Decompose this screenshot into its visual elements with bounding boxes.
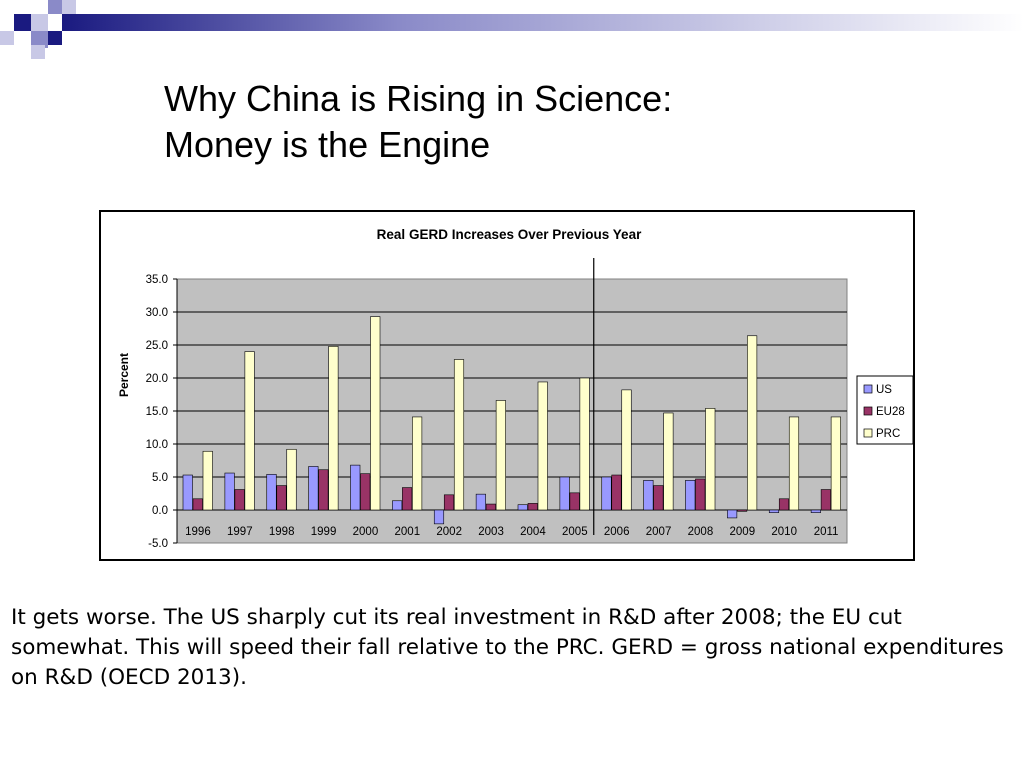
bar-prc-1996: [202, 450, 213, 511]
decoration-square: [62, 0, 76, 14]
bar-prc-2004: [537, 381, 548, 511]
legend-label-us: US: [876, 384, 892, 396]
bar-us-2007: [643, 479, 654, 511]
x-tick-label: 1999: [311, 526, 337, 538]
bar-us-2009: [727, 509, 738, 519]
chart-container: Real GERD Increases Over Previous Year 35…: [99, 210, 915, 561]
bar-us-2010: [768, 509, 780, 513]
x-tick-label: 2011: [814, 526, 839, 538]
bar-prc-2005: [579, 377, 590, 511]
bar-prc-2009: [747, 335, 758, 511]
y-tick-label: 0.0: [152, 505, 168, 517]
bar-eu28-1998: [276, 485, 287, 511]
legend-label-eu28: EU28: [876, 406, 905, 418]
x-tick-label: 2008: [688, 526, 714, 538]
decoration-square: [31, 31, 48, 48]
y-tick-label: -5.0: [148, 538, 168, 550]
bar-us-1996: [182, 474, 193, 511]
bar-eu28-2008: [695, 478, 706, 511]
bar-eu28-2002: [443, 494, 455, 511]
bar-prc-1999: [328, 346, 339, 511]
bar-prc-1997: [244, 351, 255, 511]
y-tick-label: 5.0: [152, 472, 168, 484]
bar-us-2002: [433, 509, 445, 525]
x-tick-label: 2004: [520, 526, 546, 538]
bar-eu28-2003: [485, 503, 496, 511]
x-tick-label: 1997: [227, 526, 253, 538]
bar-us-2006: [601, 476, 612, 511]
y-axis-label: Percent: [117, 353, 131, 397]
y-tick-label: 15.0: [146, 406, 168, 418]
slide-title-line-1: Why China is Rising in Science:: [164, 78, 673, 119]
x-tick-label: 2003: [478, 526, 504, 538]
legend-swatch-eu28: [863, 406, 873, 416]
bar-eu28-2011: [820, 489, 831, 511]
decoration-square: [48, 31, 62, 45]
bar-eu28-2009: [737, 509, 748, 512]
decoration-square: [14, 31, 31, 48]
y-tick-label: 20.0: [146, 373, 168, 385]
bar-us-2003: [475, 493, 486, 511]
decoration-square: [31, 14, 48, 31]
bar-eu28-1996: [192, 498, 203, 511]
x-tick-label: 1996: [185, 526, 211, 538]
bar-prc-2000: [370, 316, 381, 511]
bar-eu28-2010: [778, 498, 790, 511]
x-tick-label: 2001: [395, 526, 421, 538]
bar-prc-2003: [495, 400, 506, 511]
gerd-bar-chart: Real GERD Increases Over Previous Year 35…: [117, 227, 913, 550]
y-tick-label: 25.0: [146, 340, 168, 352]
bar-us-2011: [810, 509, 821, 513]
bar-prc-2007: [663, 412, 674, 511]
bar-prc-2006: [621, 389, 632, 511]
slide-title: Why China is Rising in Science: Money is…: [164, 76, 864, 168]
y-tick-label: 30.0: [146, 307, 168, 319]
bar-eu28-2005: [569, 492, 580, 511]
x-tick-label: 2010: [771, 526, 797, 538]
slide-title-line-2: Money is the Engine: [164, 124, 491, 165]
y-tick-label: 10.0: [146, 439, 168, 451]
chart-title: Real GERD Increases Over Previous Year: [377, 227, 642, 242]
x-tick-label: 2007: [646, 526, 672, 538]
bar-prc-2008: [705, 408, 716, 511]
bar-eu28-2001: [402, 487, 413, 511]
x-tick-label: 2005: [562, 526, 588, 538]
bar-us-2004: [517, 504, 528, 511]
decoration-square: [14, 14, 31, 31]
bar-us-2001: [392, 500, 403, 511]
decoration-square: [48, 0, 62, 14]
bar-prc-2002: [453, 359, 465, 511]
bar-prc-1998: [286, 448, 297, 511]
bar-eu28-2000: [360, 473, 371, 511]
x-tick-label: 2000: [353, 526, 379, 538]
legend-swatch-prc: [863, 428, 873, 438]
bar-eu28-2004: [527, 503, 538, 511]
x-tick-label: 2002: [436, 526, 462, 538]
bar-prc-2011: [830, 416, 841, 511]
x-tick-label: 2009: [730, 526, 756, 538]
x-tick-label: 2006: [604, 526, 630, 538]
legend-swatch-us: [863, 384, 873, 394]
decoration-square: [31, 45, 45, 59]
bar-us-1998: [266, 474, 277, 511]
bar-prc-2010: [788, 416, 800, 511]
bar-eu28-2007: [653, 485, 664, 511]
bar-us-2008: [685, 479, 696, 511]
bar-us-1997: [224, 472, 235, 511]
bar-eu28-1997: [234, 489, 245, 511]
bar-us-2005: [559, 476, 570, 511]
header-gradient-bar: [62, 14, 1024, 31]
slide-decoration: [0, 0, 1024, 59]
bar-prc-2001: [412, 416, 423, 511]
bar-us-2000: [350, 464, 361, 511]
decoration-square: [0, 31, 14, 45]
bar-us-1999: [308, 466, 319, 511]
slide-caption: It gets worse. The US sharply cut its re…: [11, 605, 1004, 690]
bar-eu28-1999: [318, 469, 329, 511]
x-tick-label: 1998: [269, 526, 295, 538]
legend-label-prc: PRC: [876, 428, 900, 440]
bar-eu28-2006: [611, 474, 622, 511]
y-tick-label: 35.0: [146, 274, 168, 286]
